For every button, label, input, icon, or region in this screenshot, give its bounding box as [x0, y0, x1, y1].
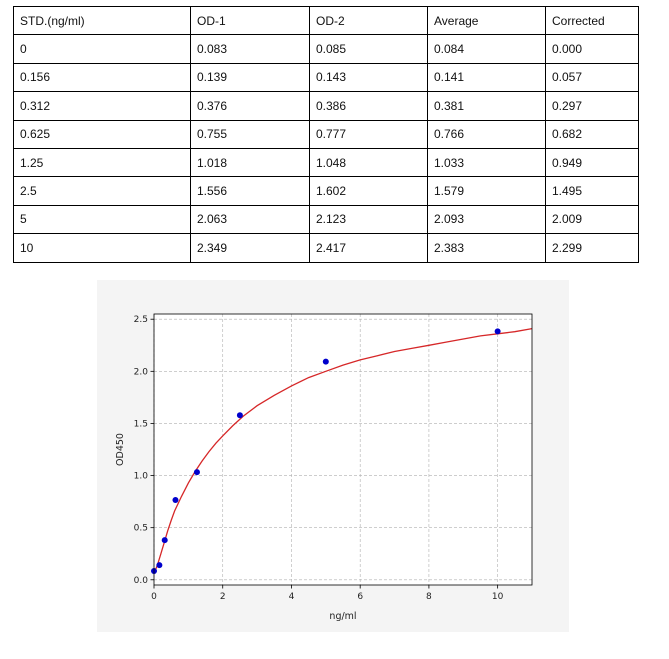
table-header-row: STD.(ng/ml) OD-1 OD-2 Average Corrected [13, 5, 639, 36]
table-row: 10 2.349 2.417 2.383 2.299 [13, 233, 639, 263]
table-header-cell: Corrected [545, 5, 639, 36]
table-cell: 0.083 [190, 34, 310, 64]
table-row: 1.25 1.018 1.048 1.033 0.949 [13, 147, 639, 178]
table-cell: 0.084 [427, 34, 546, 64]
table-cell: 0.312 [13, 91, 191, 121]
table-cell: 0.139 [190, 62, 310, 93]
y-tick-label: 0.0 [134, 576, 149, 586]
y-tick-label: 0.5 [134, 524, 148, 534]
data-point [494, 328, 501, 335]
x-tick-label: 8 [426, 592, 432, 602]
table-cell: 0.143 [309, 62, 428, 93]
x-tick-label: 0 [151, 592, 157, 602]
table-cell: 0.141 [427, 62, 546, 93]
table-cell: 0.625 [13, 119, 191, 149]
table-cell: 2.093 [427, 204, 546, 235]
standard-curve-chart: 0 2 4 6 8 10 0.0 0.5 1.0 1.5 2.0 2.5 ng/ml OD450 [115, 313, 533, 622]
table-cell: 2.063 [190, 204, 310, 235]
table-cell: 0.156 [13, 62, 191, 93]
data-point [236, 412, 243, 419]
table-cell: 0.386 [309, 91, 428, 121]
x-tick-label: 4 [289, 592, 295, 602]
table-cell: 0.777 [309, 119, 428, 149]
standard-curve-table: STD.(ng/ml) OD-1 OD-2 Average Corrected 0 0.08… [13, 5, 639, 263]
table-cell: 0.755 [190, 119, 310, 149]
x-tick-label: 10 [492, 592, 504, 602]
table-cell: 1.602 [309, 176, 428, 206]
table-cell: 1.25 [13, 147, 191, 178]
table-row: 0.625 0.755 0.777 0.766 0.682 [13, 119, 639, 149]
plot-frame [153, 313, 533, 586]
table-cell: 0.297 [545, 91, 639, 121]
table-row: 5 2.063 2.123 2.093 2.009 [13, 204, 639, 235]
table-cell: 0.376 [190, 91, 310, 121]
table-cell: 2.123 [309, 204, 428, 235]
data-point [322, 358, 329, 365]
table-cell: 2.417 [309, 233, 428, 263]
table-cell: 0 [13, 34, 191, 64]
x-tick-label: 2 [220, 592, 226, 602]
table-row: 2.5 1.556 1.602 1.579 1.495 [13, 176, 639, 206]
table-row: 0.156 0.139 0.143 0.141 0.057 [13, 62, 639, 93]
data-point [156, 562, 163, 569]
table-cell: 0.949 [545, 147, 639, 178]
data-point [161, 537, 168, 544]
standard-curve-figure: 0 2 4 6 8 10 0.0 0.5 1.0 1.5 2.0 2.5 ng/ml OD450 [97, 280, 569, 632]
table-cell: 1.048 [309, 147, 428, 178]
table-cell: 0.057 [545, 62, 639, 93]
x-axis-label: ng/ml [329, 611, 356, 622]
table-cell: 2.5 [13, 176, 191, 206]
table-header-cell: Average [427, 5, 546, 36]
plot-area [154, 314, 532, 585]
y-axis-label: OD450 [115, 433, 126, 466]
table-cell: 2.009 [545, 204, 639, 235]
table-cell: 0.085 [309, 34, 428, 64]
table-row: 0 0.083 0.085 0.084 0.000 [13, 34, 639, 64]
table-cell: 2.299 [545, 233, 639, 263]
table-cell: 1.495 [545, 176, 639, 206]
table-cell: 1.556 [190, 176, 310, 206]
y-tick-label: 1.0 [134, 472, 149, 482]
table-cell: 0.000 [545, 34, 639, 64]
table-cell: 2.349 [190, 233, 310, 263]
y-tick-label: 2.0 [134, 367, 149, 377]
x-tick-label: 6 [357, 592, 363, 602]
table-cell: 0.766 [427, 119, 546, 149]
y-tick-label: 1.5 [134, 419, 148, 429]
table-cell: 1.018 [190, 147, 310, 178]
table-cell: 0.682 [545, 119, 639, 149]
table-cell: 5 [13, 204, 191, 235]
data-point [193, 469, 200, 476]
table-cell: 2.383 [427, 233, 546, 263]
table-header-cell: STD.(ng/ml) [13, 5, 191, 36]
table-cell: 0.381 [427, 91, 546, 121]
table-header-cell: OD-2 [309, 5, 428, 36]
table-row: 0.312 0.376 0.386 0.381 0.297 [13, 91, 639, 121]
table-cell: 10 [13, 233, 191, 263]
y-tick-label: 2.5 [134, 315, 148, 325]
data-point [172, 496, 179, 503]
fit-curve [153, 327, 533, 574]
table-cell: 1.033 [427, 147, 546, 178]
table-header-cell: OD-1 [190, 5, 310, 36]
table-cell: 1.579 [427, 176, 546, 206]
